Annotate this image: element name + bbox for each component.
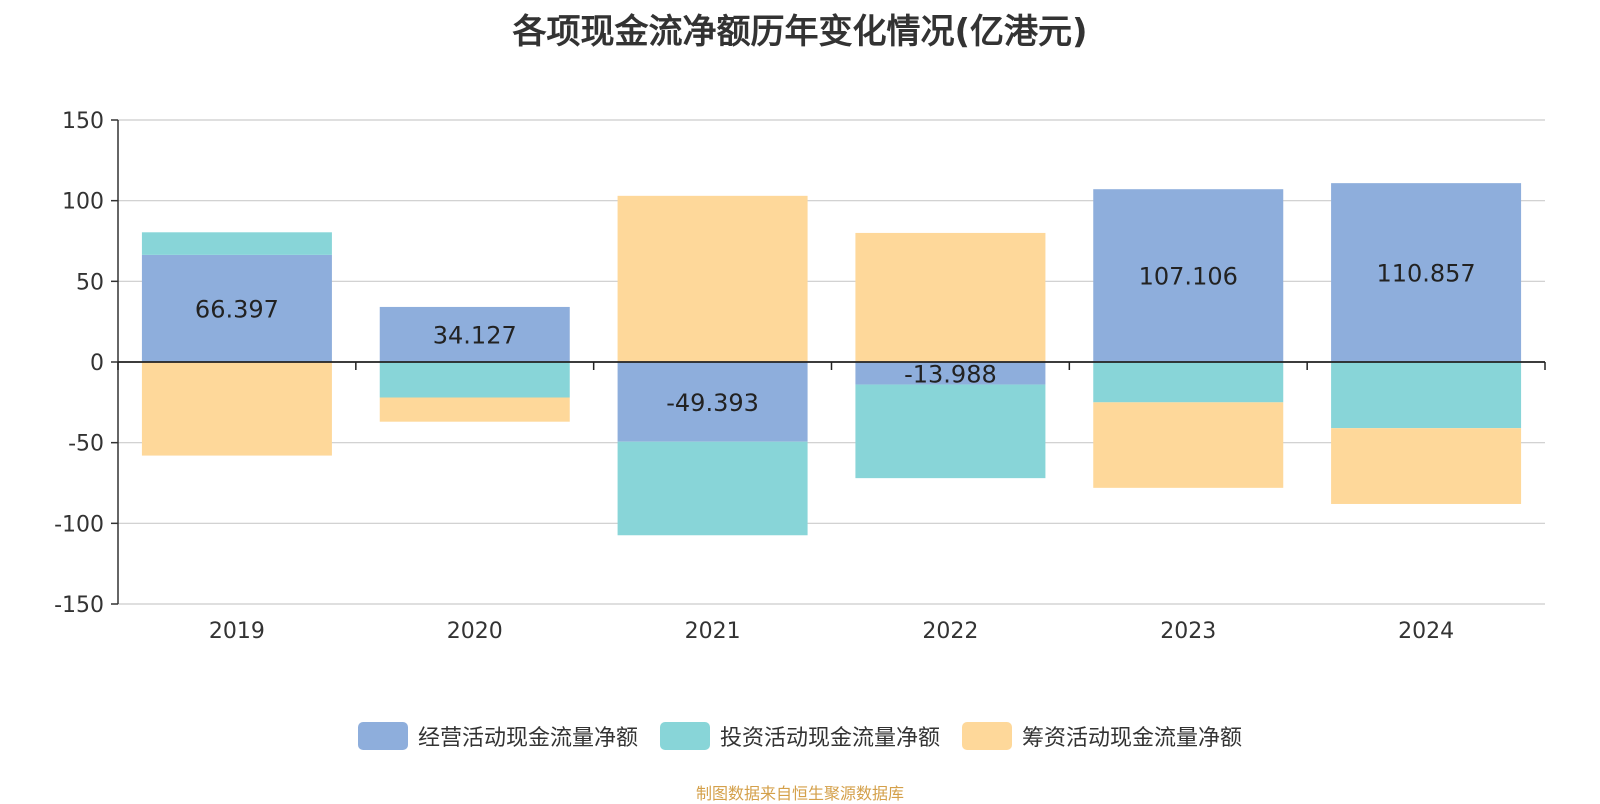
legend-item-investing[interactable]: 投资活动现金流量净额 xyxy=(659,720,940,752)
legend-swatch-financing xyxy=(962,722,1012,750)
y-tick-label-5: -100 xyxy=(54,512,104,537)
data-label-2021: -49.393 xyxy=(666,389,759,417)
x-tick-label-2021: 2021 xyxy=(685,619,741,644)
data-label-2019: 66.397 xyxy=(195,295,279,323)
bar-0-2024[interactable] xyxy=(1331,183,1522,362)
chart-title: 各项现金流净额历年变化情况(亿港元) xyxy=(512,12,1088,52)
bar-1-2020[interactable] xyxy=(379,362,570,398)
bar-2-2019[interactable] xyxy=(141,362,332,456)
legend: 经营活动现金流量净额 投资活动现金流量净额 筹资活动现金流量净额 xyxy=(0,720,1600,752)
bar-2-2023[interactable] xyxy=(1093,402,1284,488)
x-tick-label-2020: 2020 xyxy=(447,619,503,644)
y-tick-label-6: -150 xyxy=(54,593,104,618)
x-tick-label-2019: 2019 xyxy=(209,619,265,644)
legend-swatch-operating xyxy=(357,722,408,750)
source-note: 制图数据来自恒生聚源数据库 xyxy=(695,784,904,803)
legend-swatch-investing xyxy=(659,722,710,750)
data-label-2024: 110.857 xyxy=(1376,260,1475,288)
bar-0-2021[interactable] xyxy=(617,362,808,442)
x-tick-label-2023: 2023 xyxy=(1160,619,1216,644)
y-tick-label-4: -50 xyxy=(68,432,104,457)
y-tick-label-2: 50 xyxy=(76,270,104,295)
bar-0-2023[interactable] xyxy=(1093,189,1284,362)
data-label-2022: -13.988 xyxy=(904,360,997,388)
legend-item-operating[interactable]: 经营活动现金流量净额 xyxy=(357,720,638,752)
legend-label-financing: 筹资活动现金流量净额 xyxy=(1022,726,1243,751)
bars xyxy=(141,183,1522,536)
bar-2-2021[interactable] xyxy=(617,195,808,362)
data-labels: 66.397 34.127 -49.393 -13.988 107.106 110.857 xyxy=(195,260,1476,417)
data-label-2020: 34.127 xyxy=(433,321,517,349)
x-tick-label-2024: 2024 xyxy=(1398,619,1454,644)
bar-1-2024[interactable] xyxy=(1331,362,1522,429)
x-tick-label-2022: 2022 xyxy=(922,619,978,644)
bar-1-2019[interactable] xyxy=(141,232,332,255)
bar-2-2020[interactable] xyxy=(379,397,570,422)
y-tick-label-0: 150 xyxy=(62,109,104,134)
y-tick-label-3: 0 xyxy=(90,351,104,376)
legend-item-financing[interactable]: 筹资活动现金流量净额 xyxy=(962,720,1242,752)
bar-1-2021[interactable] xyxy=(617,441,808,536)
y-tick-label-1: 100 xyxy=(62,190,104,215)
bar-2-2022[interactable] xyxy=(855,232,1046,362)
data-label-2023: 107.106 xyxy=(1139,263,1238,291)
bar-2-2024[interactable] xyxy=(1331,428,1522,504)
bar-1-2023[interactable] xyxy=(1093,362,1284,403)
bar-0-2019[interactable] xyxy=(141,254,332,362)
legend-label-investing: 投资活动现金流量净额 xyxy=(719,726,940,751)
axes: 150 100 50 0 -50 -100 -150 2019 2020 2021 2022 2023… xyxy=(54,109,1546,644)
bar-1-2022[interactable] xyxy=(855,384,1046,479)
bar-0-2020[interactable] xyxy=(379,306,570,362)
bar-0-2022[interactable] xyxy=(855,362,1046,385)
legend-label-operating: 经营活动现金流量净额 xyxy=(417,726,638,751)
